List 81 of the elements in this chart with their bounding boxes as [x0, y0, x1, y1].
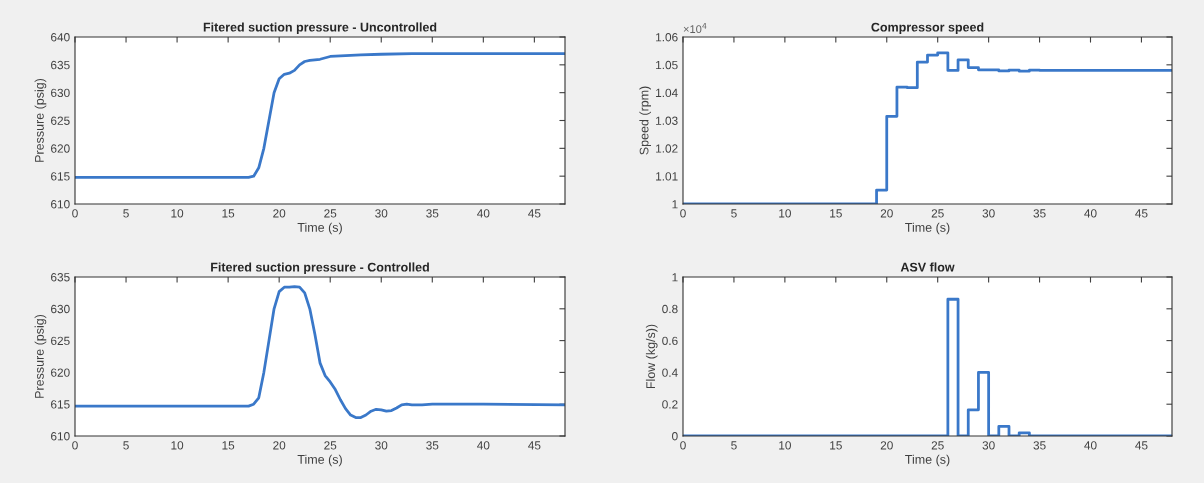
x-tick-label: 25 [324, 209, 337, 218]
x-tick-label: 35 [1033, 441, 1046, 450]
text: ×10$^{4}$ [683, 23, 707, 34]
y-tick-label: 1.06 [656, 33, 678, 42]
x-tick-label: 35 [1033, 209, 1046, 218]
x-tick-label: 5 [123, 441, 129, 450]
y-tick-label: 615 [51, 400, 70, 409]
x-axis-title: Time (s) [905, 222, 950, 235]
line-series [75, 285, 565, 419]
y-tick-label: 635 [51, 273, 70, 282]
y-tick-label: 1.03 [656, 116, 678, 125]
y-tick-label: 620 [51, 144, 70, 153]
x-axis-title: Time (s) [297, 454, 342, 467]
x-tick-label: 45 [528, 441, 541, 450]
y-tick-label: 0 [672, 432, 678, 441]
y-tick-label: 610 [51, 200, 70, 209]
line-series [75, 52, 565, 179]
x-tick-label: 30 [982, 441, 995, 450]
y-tick-label: 630 [51, 304, 70, 314]
x-tick-label: 40 [1084, 441, 1097, 450]
y-tick-label: 0.6 [662, 336, 678, 345]
x-tick-label: 15 [830, 441, 842, 450]
chart-title: Compressor speed [871, 22, 984, 35]
x-tick-label: 5 [731, 441, 737, 450]
y-tick-label: 0.2 [662, 400, 678, 409]
x-tick-label: 20 [273, 441, 286, 450]
x-tick-label: 10 [171, 209, 184, 218]
x-tick-label: 0 [680, 441, 686, 450]
y-tick-label: 640 [51, 33, 70, 42]
x-tick-label: 15 [830, 209, 842, 218]
x-tick-label: 0 [72, 209, 78, 218]
x-tick-label: 5 [731, 209, 737, 218]
y-tick-label: 1.01 [656, 172, 678, 181]
x-tick-label: 0 [680, 209, 686, 218]
x-tick-label: 45 [1135, 441, 1148, 450]
y-tick-label: 1 [672, 200, 678, 209]
y-tick-label: 625 [51, 116, 70, 125]
y-axis-title: Flow (kg/s)) [645, 324, 658, 389]
y-tick-label: 635 [51, 60, 70, 70]
x-tick-label: 10 [779, 441, 791, 450]
chart-title: ASV flow [900, 262, 955, 272]
x-tick-label: 20 [880, 441, 893, 450]
x-tick-label: 40 [477, 441, 490, 450]
y-tick-label: 1.04 [656, 88, 678, 98]
y-tick-label: 615 [51, 172, 70, 181]
y-tick-label: 0.4 [662, 368, 678, 377]
x-tick-label: 15 [222, 441, 235, 450]
x-tick-label: 40 [1084, 209, 1097, 218]
y-tick-label: 1 [672, 273, 678, 282]
y-axis-title: Pressure (psig) [34, 78, 47, 162]
x-tick-label: 45 [1135, 209, 1148, 218]
y-tick-label: 0.8 [662, 304, 678, 314]
x-tick-label: 35 [426, 209, 439, 218]
y-tick-label: 625 [51, 336, 70, 345]
y-axis-title: Speed (rpm) [639, 86, 651, 155]
y-tick-label: 1.05 [656, 60, 678, 70]
x-tick-label: 10 [779, 209, 791, 218]
x-tick-label: 5 [123, 209, 129, 218]
x-tick-label: 25 [931, 209, 944, 218]
x-tick-label: 15 [222, 209, 235, 218]
x-tick-label: 20 [273, 209, 286, 218]
x-tick-label: 0 [72, 441, 78, 450]
chart-title: Fitered suction pressure - Controlled [211, 262, 429, 275]
x-tick-label: 40 [477, 209, 490, 218]
y-axis-title: Pressure (psig) [34, 314, 47, 398]
x-axis-title: Time (s) [297, 222, 342, 235]
x-tick-label: 30 [375, 209, 388, 218]
x-tick-label: 35 [426, 441, 439, 450]
x-tick-label: 25 [931, 441, 944, 450]
x-axis-title: Time (s) [905, 454, 950, 467]
y-tick-label: 630 [51, 88, 70, 98]
x-tick-label: 20 [880, 209, 893, 218]
x-tick-label: 10 [171, 441, 184, 450]
y-tick-label: 620 [51, 368, 70, 377]
x-tick-label: 30 [982, 209, 995, 218]
x-tick-label: 30 [375, 441, 388, 450]
x-tick-label: 45 [528, 209, 541, 218]
x-tick-label: 25 [324, 441, 337, 450]
y-tick-label: 1.02 [656, 144, 678, 153]
y-tick-label: 610 [51, 432, 70, 441]
chart-title: Fitered suction pressure - Uncontrolled [203, 22, 437, 35]
